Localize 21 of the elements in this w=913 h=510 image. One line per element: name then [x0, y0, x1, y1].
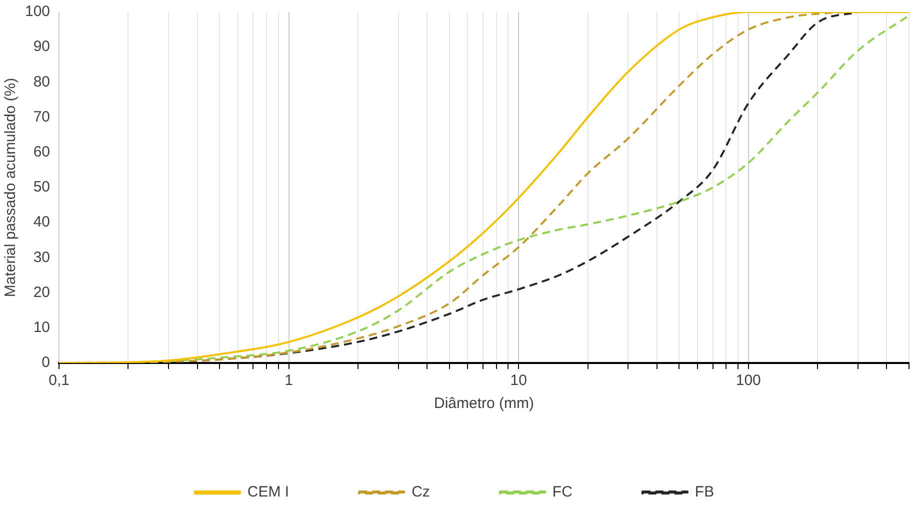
legend-label: FB [694, 484, 714, 501]
y-tick-label: 60 [33, 144, 50, 161]
legend-label: CEM I [247, 484, 290, 501]
y-tick-label: 0 [42, 354, 50, 372]
y-tick-label: 50 [33, 178, 50, 196]
x-tick-label: 0,1 [48, 372, 70, 390]
y-tick-label: 10 [33, 319, 50, 336]
x-tick-label: 10 [510, 372, 527, 390]
y-axis-title: Material passado acumulado (%) [2, 78, 20, 298]
y-tick-label: 100 [24, 3, 50, 20]
y-tick-label: 70 [33, 108, 50, 126]
x-tick-label: 100 [736, 372, 761, 390]
legend-label: Cz [412, 484, 430, 501]
y-tick-label: 80 [33, 73, 50, 90]
x-axis-title: Diâmetro (mm) [434, 395, 534, 412]
x-tick-label: 1 [284, 372, 293, 390]
legend-label: FC [552, 484, 573, 501]
y-tick-label: 90 [33, 38, 50, 56]
y-tick-label: 40 [33, 214, 50, 231]
y-tick-label: 30 [33, 248, 50, 266]
y-tick-label: 20 [33, 284, 50, 301]
